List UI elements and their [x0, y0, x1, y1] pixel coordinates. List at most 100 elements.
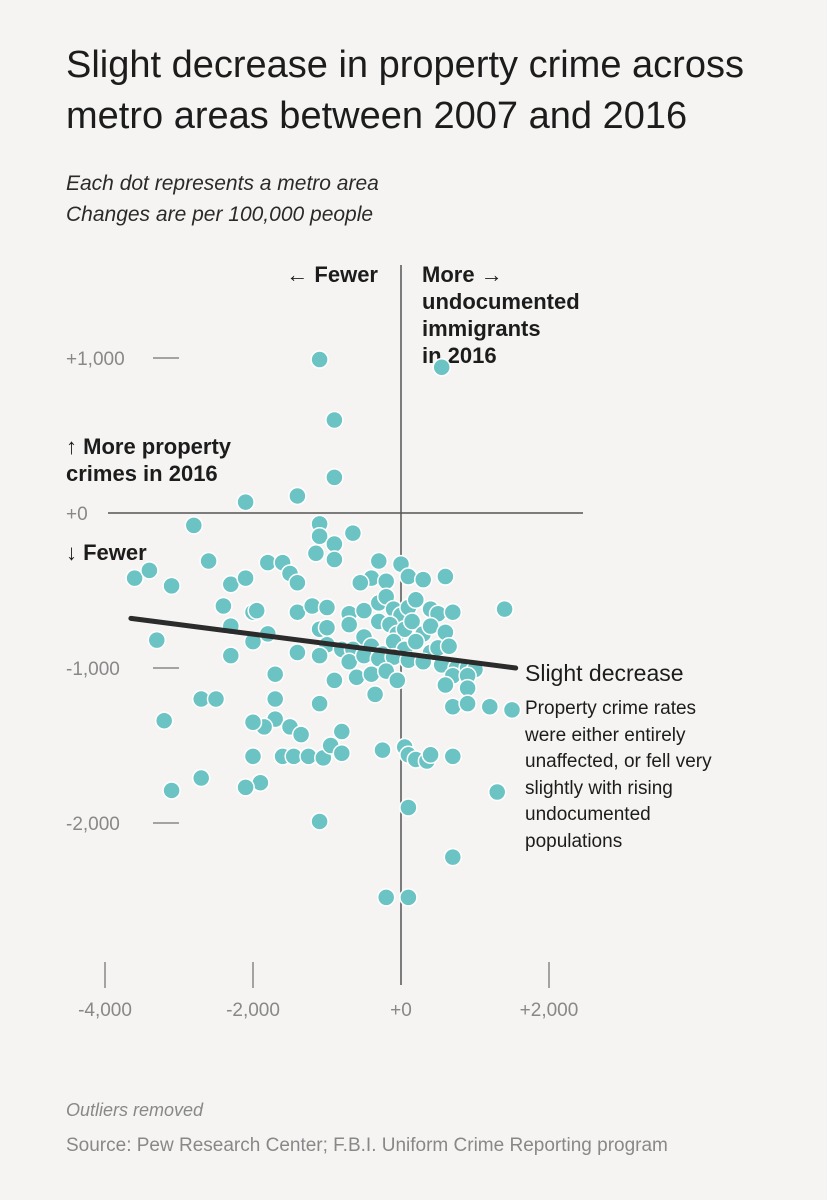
- trend-note-line-3: unaffected, or fell very: [525, 751, 712, 772]
- data-point: [376, 888, 396, 907]
- data-point: [310, 646, 329, 665]
- data-point: [388, 671, 407, 690]
- data-point: [436, 675, 455, 695]
- trend-label: Slight decrease: [525, 660, 684, 686]
- y-tick-label: +1,000: [66, 349, 125, 370]
- data-point: [236, 568, 255, 588]
- data-point: [162, 576, 181, 596]
- y-tick-label: -1,000: [66, 659, 120, 680]
- trend-note-line-6: populations: [525, 831, 622, 852]
- y-tick-label: -2,000: [66, 814, 120, 835]
- data-point: [413, 570, 433, 589]
- data-point: [487, 782, 507, 802]
- data-point: [373, 740, 392, 760]
- x-tick-label: -4,000: [78, 1000, 132, 1021]
- x-more-label: More → undocumented immigrants in 2016: [422, 262, 580, 368]
- x-tick-label: +2,000: [520, 1000, 579, 1021]
- data-point: [439, 637, 459, 656]
- data-point: [243, 713, 263, 732]
- data-point: [265, 664, 285, 684]
- data-point: [421, 745, 440, 765]
- y-more-line-1: ↑ More property: [66, 434, 232, 459]
- data-point: [191, 768, 211, 788]
- data-point: [206, 689, 226, 709]
- data-point: [325, 671, 344, 690]
- data-point: [325, 550, 344, 569]
- scatter-chart: +1,000 +0 -1,000 -2,000 -4,000 -2,000 +0 +2,00…: [66, 262, 712, 1021]
- data-point: [247, 601, 266, 620]
- data-point: [310, 812, 329, 831]
- data-point: [332, 722, 352, 741]
- data-point: [369, 551, 389, 571]
- data-point: [480, 697, 500, 716]
- data-point: [458, 694, 477, 713]
- data-point: [347, 668, 366, 687]
- chart-subtitle: Each dot represents a metro area Changes…: [66, 168, 379, 230]
- data-point: [362, 664, 381, 684]
- data-point: [432, 358, 451, 377]
- data-point: [406, 632, 426, 651]
- trend-note-line-4: slightly with rising: [525, 778, 673, 799]
- source-note: Source: Pew Research Center; F.B.I. Unif…: [66, 1135, 668, 1156]
- data-point: [221, 646, 241, 665]
- x-more-line-1: More →: [422, 262, 503, 287]
- y-tick-label: +0: [66, 504, 88, 525]
- subtitle-line-1: Each dot represents a metro area: [66, 172, 379, 195]
- data-point: [351, 573, 370, 592]
- data-point: [288, 643, 307, 662]
- data-point: [458, 678, 477, 698]
- data-point: [443, 747, 463, 766]
- trend-note-line-2: were either entirely: [524, 725, 686, 746]
- data-point: [162, 781, 181, 800]
- data-point: [291, 725, 311, 744]
- chart-title: Slight decrease in property crime across…: [66, 44, 744, 137]
- data-point: [310, 694, 329, 713]
- data-point: [443, 602, 463, 622]
- data-point: [332, 744, 352, 763]
- data-point: [399, 888, 418, 907]
- data-point: [376, 571, 396, 591]
- data-point: [399, 798, 418, 817]
- data-point: [339, 615, 359, 634]
- data-point: [265, 689, 285, 709]
- data-point: [310, 527, 329, 546]
- data-point: [502, 700, 522, 720]
- data-point: [325, 468, 344, 487]
- data-point: [214, 596, 233, 616]
- data-point: [236, 778, 255, 797]
- data-point: [199, 551, 218, 571]
- data-point: [154, 711, 174, 730]
- data-point: [443, 697, 463, 716]
- x-tick-label: +0: [390, 1000, 412, 1021]
- footnote: Outliers removed: [66, 1100, 204, 1120]
- x-more-line-3: immigrants: [422, 316, 541, 341]
- data-point: [406, 590, 426, 610]
- trend-note-line-5: undocumented: [525, 804, 651, 825]
- data-point: [288, 486, 307, 506]
- data-point: [399, 567, 418, 586]
- trend-note: Property crime rates were either entirel…: [524, 698, 712, 852]
- y-more-line-2: crimes in 2016: [66, 461, 218, 486]
- y-more-label: ↑ More property crimes in 2016: [66, 434, 232, 486]
- data-point: [325, 534, 344, 554]
- data-point: [354, 601, 374, 620]
- data-point: [495, 599, 514, 619]
- data-point: [365, 685, 385, 704]
- data-point: [288, 573, 307, 592]
- trend-note-line-1: Property crime rates: [525, 698, 696, 719]
- subtitle-line-2: Changes are per 100,000 people: [66, 203, 374, 226]
- y-fewer-label: ↓ Fewer: [66, 540, 147, 565]
- data-point: [436, 567, 455, 586]
- data-point: [317, 598, 337, 617]
- data-point: [140, 561, 159, 580]
- data-point: [147, 630, 167, 650]
- data-point: [243, 747, 263, 766]
- x-tick-label: -2,000: [226, 1000, 280, 1021]
- data-point: [443, 847, 463, 867]
- data-point: [317, 618, 337, 637]
- data-point: [236, 492, 255, 512]
- data-point: [310, 350, 329, 369]
- x-more-line-2: undocumented: [422, 289, 580, 314]
- data-point: [306, 544, 326, 563]
- trend-line: [128, 615, 519, 671]
